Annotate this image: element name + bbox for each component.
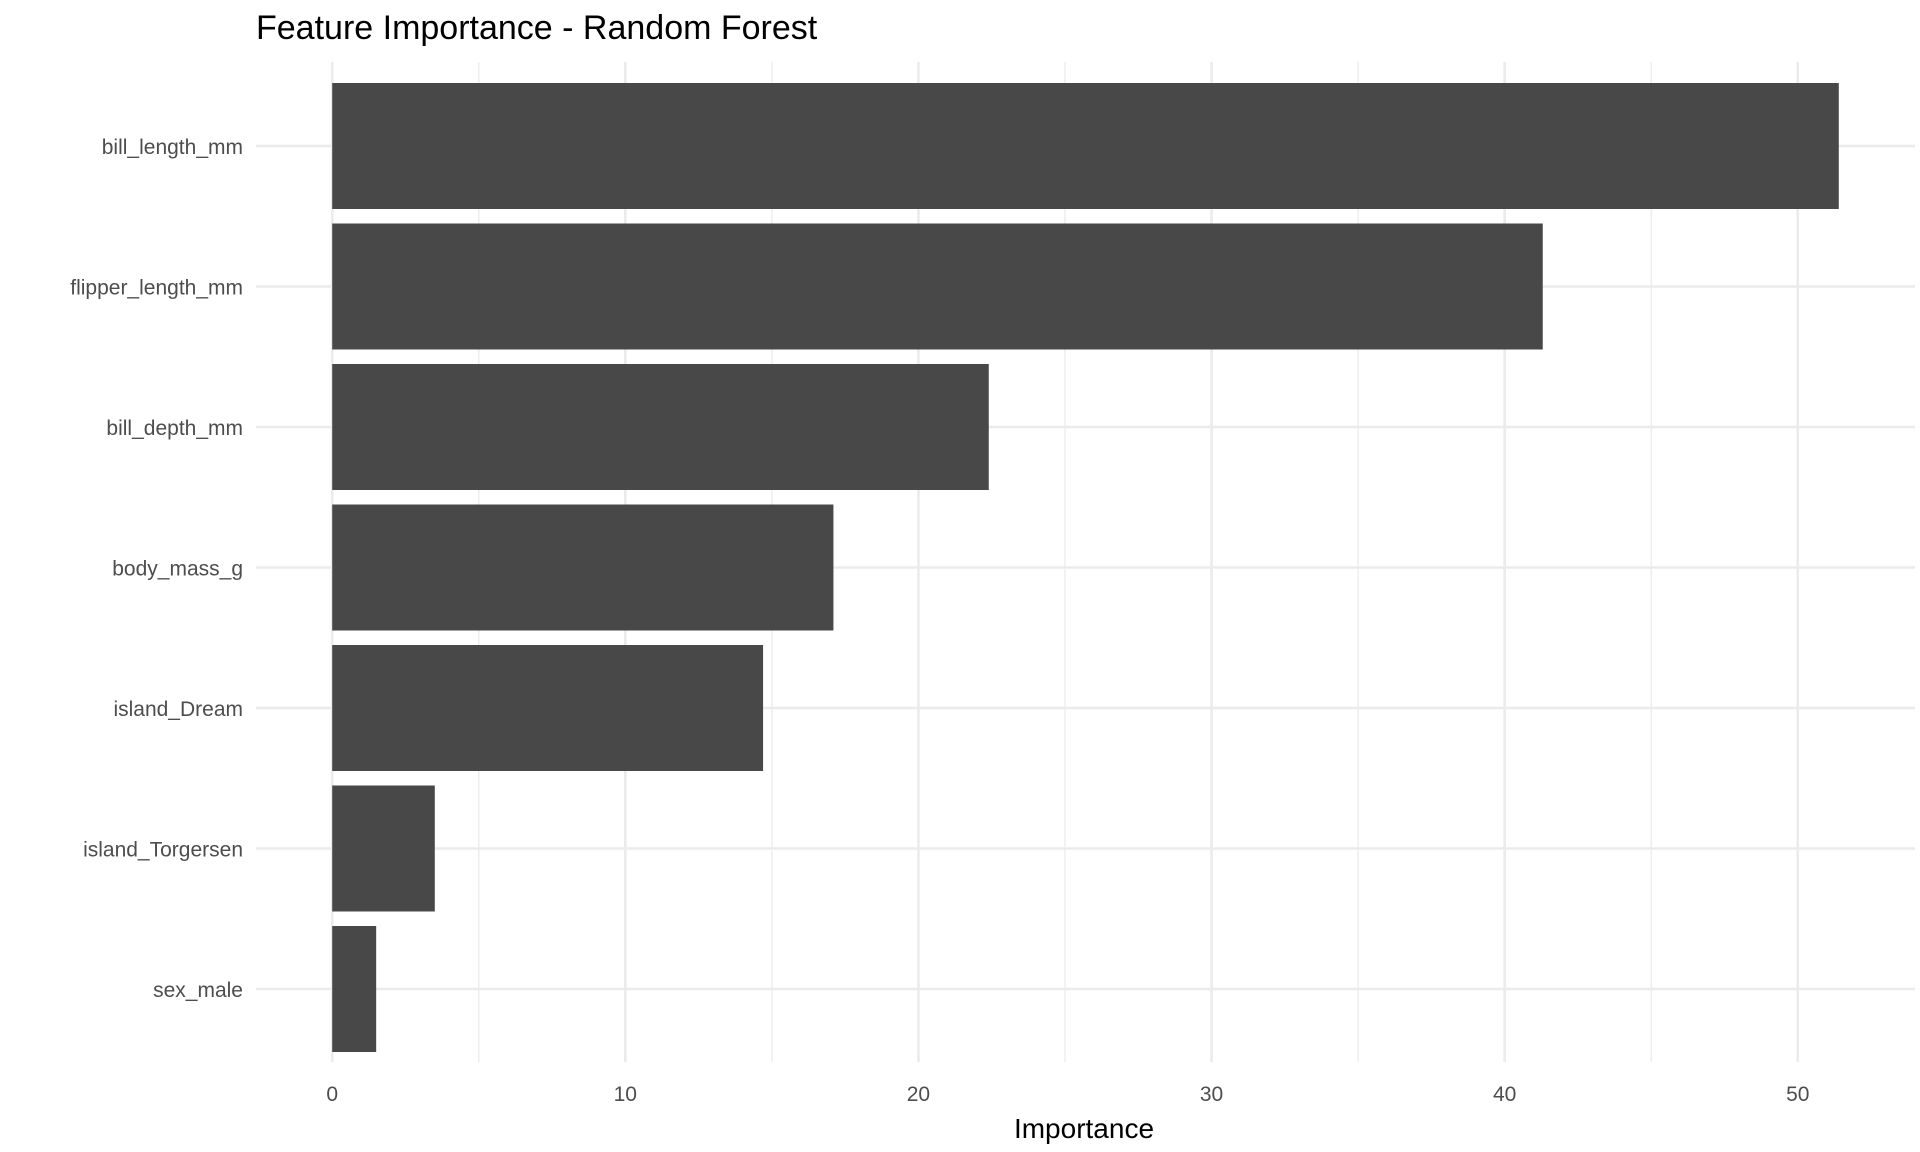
y-tick-label: body_mass_g [112, 558, 243, 581]
y-tick-label: sex_male [153, 979, 243, 1002]
x-axis-label: Importance [1014, 1113, 1154, 1144]
x-tick-label: 0 [326, 1083, 338, 1106]
x-tick-label: 10 [614, 1083, 637, 1106]
y-tick-label: bill_depth_mm [106, 417, 243, 440]
y-tick-labels: bill_length_mm flipper_length_mm bill_dept… [70, 136, 243, 1002]
y-tick-label: island_Dream [113, 698, 243, 721]
bars [332, 83, 1839, 1052]
x-tick-labels: 0 10 20 30 40 50 [326, 1083, 1809, 1106]
x-tick-label: 20 [907, 1083, 930, 1106]
bar-bill_depth_mm [332, 364, 989, 490]
x-tick-label: 50 [1786, 1083, 1809, 1106]
y-tick-label: bill_length_mm [102, 136, 243, 159]
chart-title: Feature Importance - Random Forest [256, 9, 818, 47]
bar-island_Torgersen [332, 785, 435, 912]
bar-sex_male [332, 926, 377, 1052]
x-tick-label: 40 [1493, 1083, 1516, 1106]
y-tick-label: island_Torgersen [83, 839, 243, 862]
y-tick-label: flipper_length_mm [70, 277, 243, 300]
bar-island_Dream [332, 645, 764, 771]
bar-body_mass_g [332, 504, 834, 631]
bar-bill_length_mm [332, 83, 1839, 209]
bar-flipper_length_mm [332, 223, 1543, 350]
x-tick-label: 30 [1200, 1083, 1223, 1106]
